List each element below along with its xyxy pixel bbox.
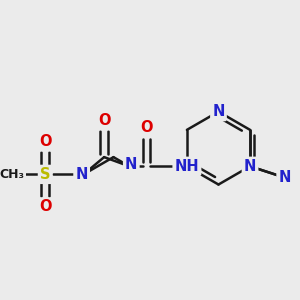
Text: CH₃: CH₃ (0, 168, 24, 181)
Text: O: O (39, 200, 51, 214)
Text: N: N (125, 157, 137, 172)
Text: NH: NH (175, 159, 199, 174)
Text: N: N (76, 167, 88, 182)
Text: N: N (212, 104, 225, 119)
Text: O: O (98, 113, 110, 128)
Text: N: N (244, 159, 256, 174)
Text: S: S (40, 167, 50, 182)
Text: O: O (39, 134, 51, 149)
Text: N: N (278, 170, 291, 185)
Text: O: O (140, 120, 153, 135)
